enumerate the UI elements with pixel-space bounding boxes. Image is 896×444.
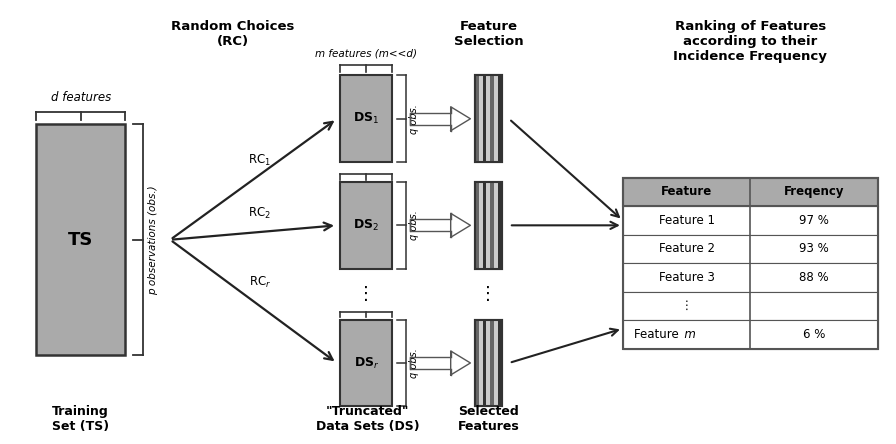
- Text: 6 %: 6 %: [803, 328, 825, 341]
- FancyBboxPatch shape: [487, 320, 490, 406]
- FancyBboxPatch shape: [340, 182, 392, 269]
- FancyBboxPatch shape: [36, 124, 125, 355]
- FancyBboxPatch shape: [494, 320, 498, 406]
- FancyBboxPatch shape: [483, 75, 487, 162]
- Text: ⋮: ⋮: [479, 285, 497, 303]
- FancyBboxPatch shape: [483, 320, 487, 406]
- FancyBboxPatch shape: [475, 320, 502, 406]
- Text: m features (m<<d): m features (m<<d): [315, 48, 418, 59]
- FancyBboxPatch shape: [483, 182, 487, 269]
- FancyBboxPatch shape: [498, 182, 502, 269]
- Text: Feature
Selection: Feature Selection: [453, 20, 523, 48]
- Text: DS$_2$: DS$_2$: [353, 218, 380, 233]
- Text: DS$_1$: DS$_1$: [353, 111, 380, 127]
- FancyBboxPatch shape: [487, 182, 490, 269]
- FancyBboxPatch shape: [490, 320, 494, 406]
- Text: Feature: Feature: [661, 185, 712, 198]
- Text: TS: TS: [68, 231, 93, 249]
- Text: Feature 2: Feature 2: [659, 242, 715, 255]
- FancyBboxPatch shape: [490, 75, 494, 162]
- Text: 88 %: 88 %: [799, 271, 829, 284]
- FancyBboxPatch shape: [475, 75, 478, 162]
- Text: q obs.: q obs.: [409, 210, 419, 240]
- FancyBboxPatch shape: [623, 206, 878, 234]
- FancyBboxPatch shape: [498, 75, 502, 162]
- Text: ⋮: ⋮: [681, 299, 693, 312]
- FancyBboxPatch shape: [475, 182, 478, 269]
- Text: Feature 1: Feature 1: [659, 214, 715, 227]
- Text: 93 %: 93 %: [799, 242, 829, 255]
- Text: Random Choices
(RC): Random Choices (RC): [171, 20, 295, 48]
- Text: DS$_r$: DS$_r$: [354, 355, 379, 371]
- FancyBboxPatch shape: [340, 320, 392, 406]
- Text: Feature: Feature: [633, 328, 682, 341]
- FancyBboxPatch shape: [494, 182, 498, 269]
- Text: Feature 3: Feature 3: [659, 271, 714, 284]
- Text: Ranking of Features
according to their
Incidence Frequency: Ranking of Features according to their I…: [674, 20, 827, 63]
- FancyBboxPatch shape: [478, 75, 483, 162]
- FancyBboxPatch shape: [410, 357, 451, 369]
- FancyBboxPatch shape: [623, 263, 878, 292]
- FancyBboxPatch shape: [475, 320, 478, 406]
- Text: d features: d features: [50, 91, 111, 104]
- FancyBboxPatch shape: [623, 292, 878, 320]
- Text: Freqency: Freqency: [784, 185, 845, 198]
- Text: 97 %: 97 %: [799, 214, 829, 227]
- FancyBboxPatch shape: [340, 75, 392, 162]
- Text: Selected
Features: Selected Features: [458, 405, 519, 433]
- Polygon shape: [451, 107, 470, 131]
- Text: "Truncated"
Data Sets (DS): "Truncated" Data Sets (DS): [315, 405, 419, 433]
- FancyBboxPatch shape: [623, 178, 878, 206]
- FancyBboxPatch shape: [475, 182, 502, 269]
- FancyBboxPatch shape: [478, 182, 483, 269]
- Text: RC$_2$: RC$_2$: [248, 206, 271, 222]
- Text: q obs.: q obs.: [409, 348, 419, 378]
- Text: p observations (obs.): p observations (obs.): [148, 185, 158, 294]
- FancyBboxPatch shape: [475, 75, 502, 162]
- FancyBboxPatch shape: [410, 219, 451, 231]
- FancyBboxPatch shape: [498, 320, 502, 406]
- Polygon shape: [451, 213, 470, 237]
- Text: q obs.: q obs.: [409, 104, 419, 134]
- FancyBboxPatch shape: [494, 75, 498, 162]
- FancyBboxPatch shape: [490, 182, 494, 269]
- FancyBboxPatch shape: [623, 234, 878, 263]
- Text: Training
Set (TS): Training Set (TS): [52, 405, 109, 433]
- Text: RC$_r$: RC$_r$: [249, 275, 271, 290]
- FancyBboxPatch shape: [487, 75, 490, 162]
- FancyBboxPatch shape: [410, 113, 451, 125]
- Text: ⋮: ⋮: [358, 285, 375, 303]
- Text: m: m: [682, 328, 696, 341]
- Text: RC$_1$: RC$_1$: [248, 153, 271, 168]
- FancyBboxPatch shape: [478, 320, 483, 406]
- Polygon shape: [451, 351, 470, 375]
- FancyBboxPatch shape: [623, 320, 878, 349]
